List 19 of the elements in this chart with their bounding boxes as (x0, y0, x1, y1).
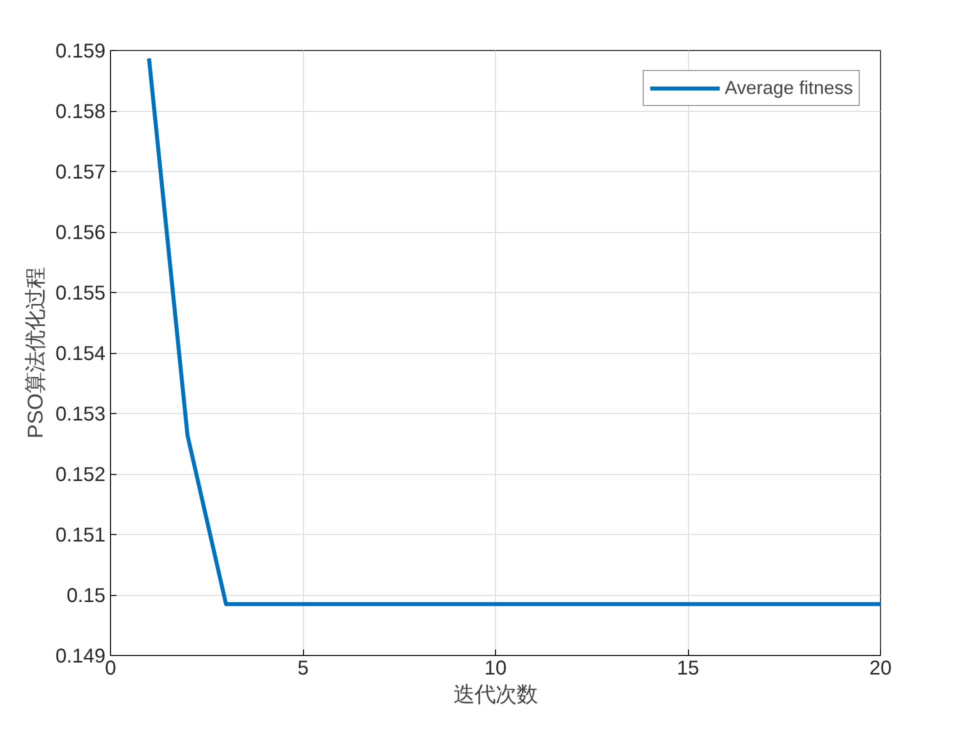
x-tick-label: 5 (297, 658, 309, 680)
y-tick-label: 0.155 (55, 282, 106, 304)
y-tick-label: 0.159 (55, 40, 106, 62)
y-tick-label: 0.154 (55, 343, 106, 365)
y-axis-title: PSO算法优化过程 (23, 267, 48, 439)
y-tick-label: 0.15 (66, 585, 106, 607)
x-tick-label: 15 (676, 658, 700, 680)
y-tick-label: 0.152 (55, 464, 106, 486)
x-axis-title: 迭代次数 (454, 682, 538, 706)
x-tick-label: 0 (104, 658, 116, 680)
x-tick-label: 10 (484, 658, 507, 680)
y-tick-label: 0.156 (55, 222, 106, 244)
y-tick-label: 0.149 (55, 646, 106, 668)
y-tick-label: 0.158 (55, 101, 106, 123)
legend-label: Average fitness (724, 77, 853, 99)
y-tick-label: 0.157 (55, 162, 106, 184)
y-tick-label: 0.153 (55, 404, 106, 426)
x-tick-label: 20 (869, 658, 892, 680)
y-tick-label: 0.151 (55, 524, 106, 546)
